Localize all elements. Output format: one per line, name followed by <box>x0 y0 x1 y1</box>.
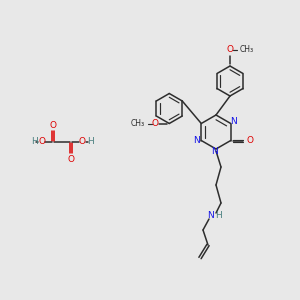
Text: H: H <box>214 211 221 220</box>
Text: N: N <box>208 211 214 220</box>
Text: CH₃: CH₃ <box>130 119 144 128</box>
Text: O: O <box>152 119 159 128</box>
Text: O: O <box>79 137 86 146</box>
Text: H: H <box>31 137 38 146</box>
Text: H: H <box>87 137 93 146</box>
Text: N: N <box>193 136 200 145</box>
Text: O: O <box>38 137 46 146</box>
Text: CH₃: CH₃ <box>240 46 254 55</box>
Text: N: N <box>211 148 218 157</box>
Text: O: O <box>246 136 253 145</box>
Text: N: N <box>230 117 237 126</box>
Text: O: O <box>50 121 56 130</box>
Text: O: O <box>68 154 74 164</box>
Text: O: O <box>226 46 233 55</box>
